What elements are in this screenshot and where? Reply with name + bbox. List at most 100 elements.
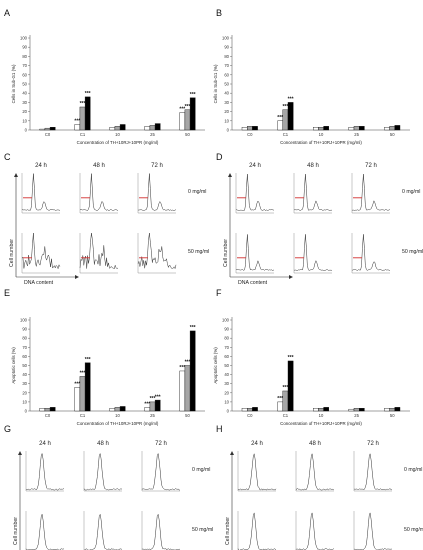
significance-label: ***	[74, 382, 80, 388]
bar	[252, 126, 258, 131]
bar	[44, 127, 51, 131]
bar	[144, 407, 151, 412]
y-tick-label: 0	[227, 128, 230, 133]
histogram-trace	[237, 512, 277, 550]
y-arrow-head	[230, 451, 234, 455]
concentration-label: 0 mg/ml	[402, 189, 420, 195]
bar	[277, 401, 284, 412]
x-tick-label: 50	[390, 413, 395, 418]
y-tick-label: 60	[22, 72, 27, 77]
y-arrow-head	[228, 173, 232, 177]
y-tick-label: 80	[224, 54, 229, 59]
time-label: 48 h	[309, 441, 321, 447]
x-tick-label: C0	[247, 132, 253, 137]
x-tick-label: C1	[80, 413, 86, 418]
bar	[287, 102, 294, 131]
significance-label: ***	[144, 402, 150, 408]
x-tick-label: 25	[150, 413, 155, 418]
x-tick-label: 10	[319, 413, 324, 418]
bar	[149, 125, 156, 131]
significance-label: ***	[282, 385, 288, 391]
bar	[39, 408, 46, 412]
y-tick-label: 40	[22, 372, 27, 377]
bar	[79, 376, 86, 412]
cell-number-label: Cell number	[223, 239, 229, 267]
significance-label: ***	[190, 92, 196, 98]
y-tick-label: 100	[222, 36, 230, 41]
bar	[154, 399, 161, 412]
histogram-trace	[352, 234, 391, 271]
bar	[323, 407, 330, 412]
bar	[287, 360, 294, 412]
bar-chart-f: 0 10 20 30 40 50 60 70 80 90 100 Apoptotic cells (%…	[213, 317, 410, 426]
y-tick-label: 80	[224, 336, 229, 341]
panel-letter-d: D	[216, 152, 223, 162]
y-tick-label: 10	[224, 399, 229, 404]
bar	[348, 127, 355, 131]
x-axis-label: Concentration of TH+10RJ+10PR (mg/ml)	[280, 140, 362, 145]
bar	[313, 408, 319, 412]
x-axis-label: Concentration of TH+10RJ+10PR (mg/ml)	[280, 421, 362, 426]
y-tick-label: 70	[224, 63, 229, 68]
bar	[394, 125, 401, 131]
bar	[359, 126, 365, 131]
bar	[119, 124, 126, 131]
bar	[49, 127, 56, 131]
bar	[119, 406, 126, 412]
bar	[318, 408, 324, 412]
x-tick-label: 50	[185, 132, 190, 137]
histogram-trace	[21, 173, 60, 211]
significance-label: ***	[277, 115, 283, 121]
concentration-label: 0 mg/ml	[192, 467, 210, 473]
significance-label: ***	[85, 357, 91, 363]
panel-letter-c: C	[4, 152, 11, 162]
panel-letter-b: B	[216, 8, 222, 18]
x-tick-label: C0	[45, 132, 51, 137]
significance-label: ***	[80, 101, 86, 107]
concentration-label: 50 mg/ml	[402, 249, 423, 255]
histogram-trace	[137, 232, 177, 270]
bar	[241, 408, 248, 412]
x-tick-label: C1	[80, 132, 86, 137]
cell-number-label: Cell number	[9, 239, 15, 267]
x-tick-label: 10	[115, 132, 120, 137]
concentration-label: 50 mg/ml	[192, 527, 213, 533]
panel-letter-g: G	[4, 424, 11, 434]
x-tick-label: 50	[185, 413, 190, 418]
histogram-trace	[293, 174, 333, 211]
bar	[277, 120, 284, 131]
y-tick-label: 40	[224, 372, 229, 377]
bar	[353, 408, 360, 412]
x-tick-label: 10	[319, 132, 324, 137]
bar	[394, 407, 401, 412]
bar	[84, 362, 91, 412]
y-tick-label: 40	[224, 91, 229, 96]
bar	[74, 387, 81, 412]
y-tick-label: 50	[224, 82, 229, 87]
bar	[109, 408, 116, 412]
histogram-trace	[25, 513, 65, 550]
histogram-trace	[353, 512, 393, 550]
concentration-label: 50 mg/ml	[188, 249, 209, 255]
bar-chart-e: 0 10 20 30 40 50 60 70 80 90 100 Apoptotic cells (%…	[11, 317, 205, 426]
bar	[359, 408, 365, 412]
y-tick-label: 50	[224, 363, 229, 368]
y-tick-label: 80	[22, 336, 27, 341]
y-tick-label: 10	[22, 399, 27, 404]
x-axis-name-label: DNA content	[24, 280, 54, 286]
y-tick-label: 60	[22, 354, 27, 359]
significance-label: ***	[185, 104, 191, 110]
histogram-trace	[235, 234, 275, 271]
bar	[79, 106, 86, 131]
y-tick-label: 0	[25, 128, 28, 133]
x-tick-label: 25	[354, 413, 359, 418]
histogram-grid-d: 24 h 48 h 72 h 0 mg/ml 50 mg/ml Cell number DN…	[223, 163, 423, 286]
significance-label: ***	[74, 119, 80, 125]
panel-letter-e: E	[4, 288, 10, 298]
y-tick-label: 90	[224, 327, 229, 332]
bar	[246, 126, 253, 131]
histogram-trace	[79, 173, 119, 211]
y-tick-label: 70	[22, 63, 27, 68]
histogram-grid-c: 24 h 48 h 72 h 0 mg/ml 50 mg/ml Cell number DN…	[9, 163, 209, 286]
